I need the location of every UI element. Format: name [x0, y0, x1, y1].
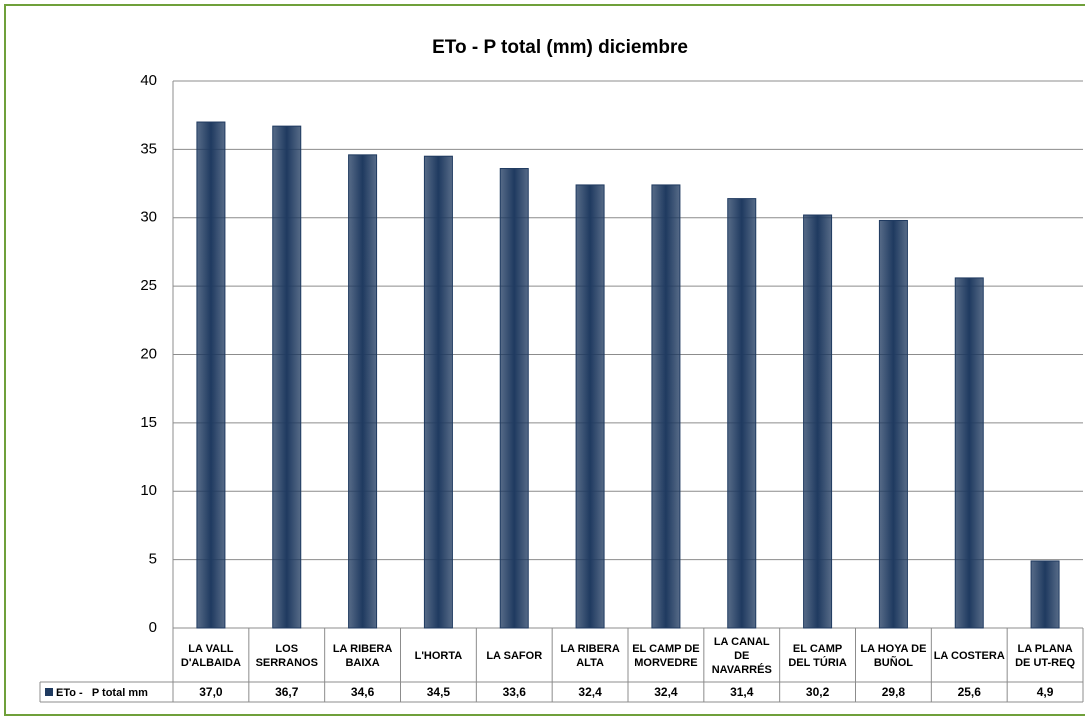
data-table-value: 4,9	[1037, 685, 1054, 699]
bar	[423, 155, 453, 629]
y-tick-label: 10	[140, 482, 157, 499]
bar	[1030, 560, 1060, 629]
x-tick-label: L'HORTA	[414, 649, 463, 662]
bar	[727, 198, 757, 629]
data-table-value: 29,8	[882, 685, 906, 699]
x-tick-label: LA PLANA DE UT-REQ	[1015, 642, 1076, 669]
x-tick-label: EL CAMP DEL TÚRIA	[788, 642, 847, 669]
legend-swatch	[45, 688, 53, 696]
y-tick-label: 0	[149, 619, 157, 636]
bar	[196, 121, 226, 629]
x-tick-label: LA COSTERA	[933, 649, 1005, 662]
chart-border	[4, 4, 1085, 716]
y-tick-label: 35	[140, 140, 157, 157]
y-tick-label: 30	[140, 209, 157, 226]
bar	[272, 125, 302, 629]
x-tick-label: LA SAFOR	[486, 649, 543, 662]
bar	[803, 214, 833, 629]
x-tick-label: LA RIBERA ALTA	[560, 642, 620, 669]
bar	[348, 154, 378, 629]
data-table-value: 36,7	[275, 685, 299, 699]
y-tick-label: 20	[140, 345, 157, 362]
chart-title: ETo - P total (mm) diciembre	[432, 37, 688, 58]
data-table-value: 34,5	[427, 685, 451, 699]
data-table-value: 25,6	[958, 685, 982, 699]
x-tick-label: LA CANAL DE NAVARRÉS	[711, 635, 772, 676]
bar	[499, 168, 529, 629]
x-tick-label: EL CAMP DE MORVEDRE	[632, 642, 700, 669]
data-table-value: 32,4	[654, 685, 678, 699]
data-table-value: 33,6	[503, 685, 527, 699]
y-tick-label: 5	[149, 551, 157, 568]
bar	[954, 277, 984, 629]
y-tick-label: 25	[140, 277, 157, 294]
data-table-value: 32,4	[578, 685, 602, 699]
x-tick-label: LOS SERRANOS	[255, 642, 318, 669]
x-tick-label: LA HOYA DE BUÑOL	[860, 642, 927, 669]
legend-label: ETo - P total mm	[56, 687, 148, 699]
bar	[878, 219, 908, 629]
data-table-value: 30,2	[806, 685, 830, 699]
y-tick-label: 40	[140, 72, 157, 89]
data-table-value: 34,6	[351, 685, 375, 699]
bar	[575, 184, 605, 629]
x-tick-label: LA RIBERA BAIXA	[332, 642, 393, 669]
data-table-value: 31,4	[730, 685, 754, 699]
x-tick-label: LA VALL D'ALBAIDA	[180, 642, 241, 669]
bar	[651, 184, 681, 629]
y-tick-label: 15	[140, 414, 157, 431]
data-table-value: 37,0	[199, 685, 223, 699]
